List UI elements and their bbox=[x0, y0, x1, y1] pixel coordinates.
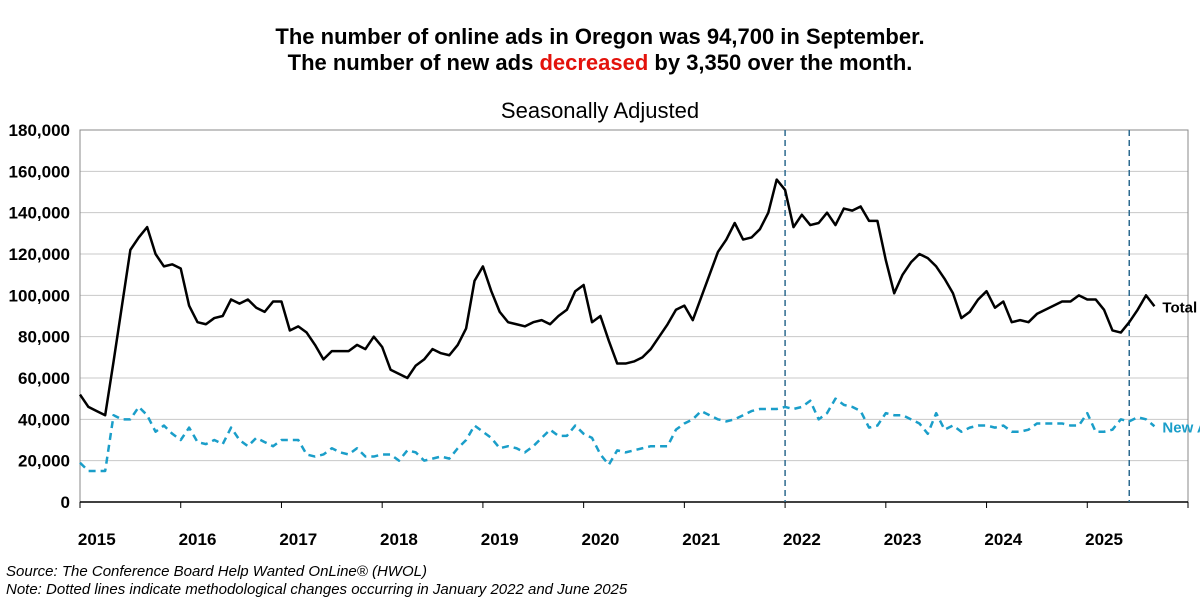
title-line-2-suffix: by 3,350 over the month. bbox=[648, 50, 913, 75]
x-tick-label: 2022 bbox=[783, 530, 821, 549]
x-tick-label: 2024 bbox=[984, 530, 1022, 549]
y-tick-label: 80,000 bbox=[18, 328, 70, 347]
y-tick-label: 100,000 bbox=[9, 286, 70, 305]
y-tick-label: 0 bbox=[61, 493, 70, 512]
new-ads-label: New Ads bbox=[1162, 419, 1200, 436]
chart-title-line-1: The number of online ads in Oregon was 9… bbox=[275, 24, 925, 49]
y-tick-label: 140,000 bbox=[9, 204, 70, 223]
y-tick-label: 40,000 bbox=[18, 410, 70, 429]
total-ads-line bbox=[78, 178, 1156, 417]
title-line-2-prefix: The number of new ads bbox=[287, 50, 540, 75]
x-tick-label: 2018 bbox=[380, 530, 418, 549]
new-ads-line bbox=[79, 397, 1156, 473]
total-ads-label: Total Ads bbox=[1162, 299, 1200, 316]
y-tick-label: 180,000 bbox=[9, 121, 70, 140]
x-tick-label: 2020 bbox=[582, 530, 620, 549]
x-tick-label: 2017 bbox=[279, 530, 317, 549]
x-tick-label: 2019 bbox=[481, 530, 519, 549]
x-tick-label: 2025 bbox=[1085, 530, 1123, 549]
x-tick-label: 2021 bbox=[682, 530, 720, 549]
methodology-note: Note: Dotted lines indicate methodologic… bbox=[6, 581, 628, 598]
y-tick-label: 60,000 bbox=[18, 369, 70, 388]
title-highlight-decreased: decreased bbox=[539, 50, 649, 75]
y-tick-label: 20,000 bbox=[18, 452, 70, 471]
chart-subtitle: Seasonally Adjusted bbox=[500, 98, 700, 123]
y-tick-label: 120,000 bbox=[9, 245, 70, 264]
x-tick-label: 2016 bbox=[179, 530, 217, 549]
y-tick-label: 160,000 bbox=[9, 162, 70, 181]
source-note: Source: The Conference Board Help Wanted… bbox=[6, 563, 427, 580]
x-tick-label: 2023 bbox=[884, 530, 922, 549]
chart-title-line-2: The number of new ads decreased by 3,350… bbox=[0, 48, 1200, 78]
x-tick-label: 2015 bbox=[78, 530, 116, 549]
